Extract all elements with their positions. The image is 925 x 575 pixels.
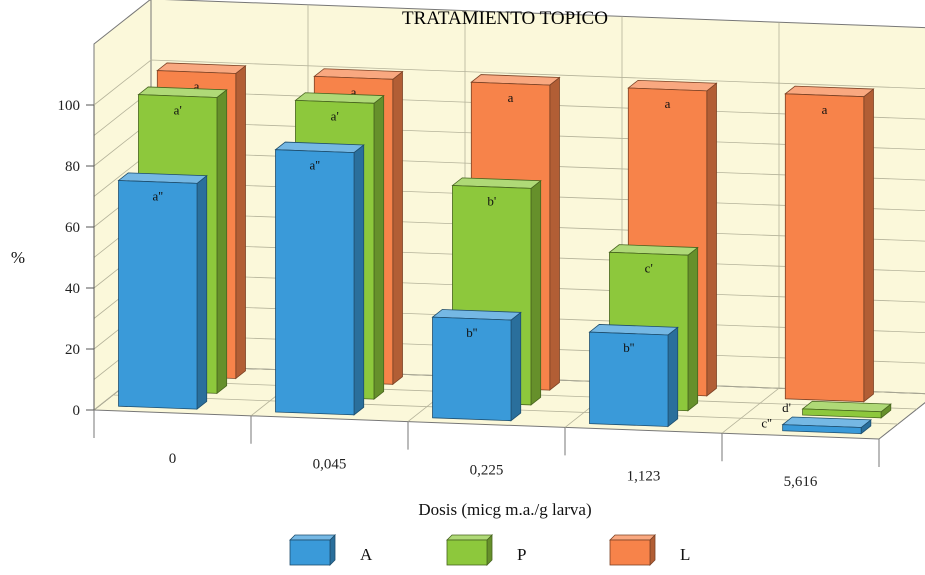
bar-A-1: a''	[274, 141, 365, 416]
gridline	[721, 387, 780, 434]
y-tick-label: 100	[58, 98, 81, 114]
x-axis-label: Dosis (micg m.a./g larva)	[418, 500, 591, 519]
bar-side	[510, 311, 522, 422]
bar-data-label: a	[665, 96, 671, 111]
legend-swatch	[289, 539, 331, 566]
bar-front	[118, 180, 198, 410]
legend-item-P: P	[446, 534, 526, 566]
y-ticks: 0 20 40 60 80 100	[58, 98, 95, 419]
bar-P-4: d'	[782, 400, 892, 419]
bar-data-label: a	[508, 90, 514, 105]
legend-label: A	[360, 545, 373, 564]
y-tick-label: 60	[65, 220, 80, 236]
x-tick-label: 1,123	[627, 468, 661, 484]
legend-swatch-top	[609, 534, 656, 541]
bar-data-label: a	[822, 102, 828, 117]
legend-label: P	[517, 545, 526, 564]
bar-side	[863, 88, 874, 403]
bar-side	[196, 174, 208, 410]
bar-side	[216, 89, 228, 395]
bar-data-label: a''	[310, 158, 320, 173]
bar-side	[373, 94, 385, 400]
bar-data-label: c''	[761, 416, 771, 431]
x-tick-label: 5,616	[784, 474, 818, 490]
bar-front	[275, 149, 355, 416]
bar-data-label: a''	[153, 188, 163, 203]
bar-L-4: a	[784, 85, 875, 403]
y-tick-label: 80	[65, 159, 80, 175]
bar-data-label: a'	[174, 103, 182, 118]
bar-data-label: a	[194, 79, 200, 94]
bar-data-label: b'	[487, 193, 496, 208]
x-tick-label: 0,045	[313, 457, 347, 473]
bar-front	[782, 424, 862, 435]
x-ticks: 0 0,045 0,225 1,123 5,616	[93, 410, 880, 490]
gridline	[93, 59, 925, 106]
bar-data-label: a	[351, 84, 357, 99]
bars: a a a a a a' a' b' c' d' a'' a'' b'' b'' c''	[117, 62, 892, 435]
bar-A-0: a''	[117, 172, 208, 410]
bar-data-label: a'	[331, 108, 339, 123]
bar-A-3: b''	[588, 324, 679, 428]
x-tick-label: 0	[169, 451, 177, 467]
bar-side	[549, 76, 560, 391]
bar-side	[687, 246, 699, 412]
chart-title: TRATAMIENTO TOPICO	[402, 8, 608, 29]
y-tick-label: 40	[65, 281, 80, 297]
legend-label: L	[680, 545, 690, 564]
legend-item-L: L	[609, 534, 690, 566]
legend-swatch-top	[446, 534, 493, 541]
y-axis-label: %	[11, 248, 25, 267]
bar-front	[802, 408, 882, 419]
bar-side	[530, 179, 542, 406]
y-tick-label: 20	[65, 342, 80, 358]
bar-data-label: c'	[645, 260, 653, 275]
legend-swatch	[446, 539, 488, 566]
legend-swatch	[609, 539, 651, 566]
bar-A-4: c''	[761, 416, 872, 435]
bar-front	[784, 93, 865, 403]
x-tick-label: 0,225	[470, 463, 504, 479]
bar-side	[667, 326, 679, 428]
bar-data-label: b''	[623, 340, 634, 355]
y-tick-label: 0	[73, 403, 81, 419]
bar-side	[353, 144, 365, 416]
bar-side	[235, 65, 246, 380]
legend-item-A: A	[289, 534, 373, 566]
bar-A-2: b''	[431, 309, 522, 422]
legend-swatch-top	[289, 534, 336, 541]
bar-front	[432, 316, 512, 422]
bar-data-label: d'	[782, 400, 791, 415]
bar-side	[392, 70, 403, 386]
bar-front	[589, 331, 669, 427]
bar-data-label: b''	[466, 325, 477, 340]
bar-side	[706, 82, 717, 397]
